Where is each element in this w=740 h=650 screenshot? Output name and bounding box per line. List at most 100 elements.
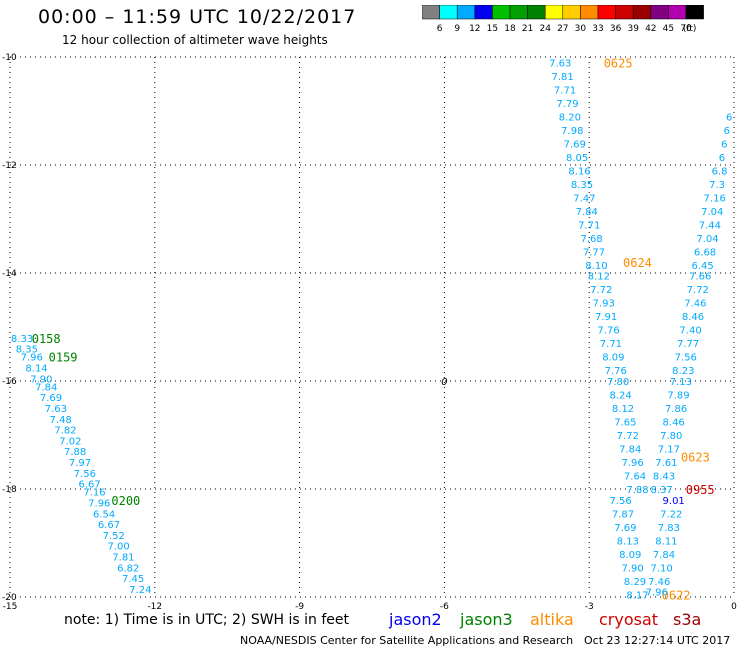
swh-value: 7.24 [129, 585, 151, 596]
swh-value: 8.23 [672, 366, 694, 377]
legend-tick-label: 15 [487, 24, 498, 34]
swh-value: 7.69 [564, 139, 586, 150]
swh-value: 8.14 [25, 364, 47, 375]
swh-value: 8.29 [624, 577, 646, 588]
swh-value: 7.47 [573, 193, 595, 204]
pass-time-label: 0625 [604, 56, 633, 70]
swh-value: 7.44 [699, 220, 721, 231]
legend-cryosat: cryosat [599, 610, 659, 629]
legend-tick-label: 6 [437, 24, 443, 34]
track-altika: 7.967.467.107.848.117.837.228.378.437.61… [646, 112, 733, 598]
swh-value: 6.82 [117, 563, 139, 574]
swh-value: 7.97 [69, 458, 91, 469]
swh-value: 7.69 [40, 393, 62, 404]
swh-value: 7.63 [45, 404, 67, 415]
swh-value: 7.77 [677, 339, 699, 350]
swh-value: 6.67 [79, 480, 101, 491]
x-tick-label: -3 [585, 602, 594, 612]
swh-value: 6.8 [712, 166, 728, 177]
swh-value: 7.48 [50, 415, 72, 426]
swh-value: 7.65 [614, 418, 636, 429]
legend-unit-label: (ft) [683, 24, 697, 34]
swh-value: 7.82 [54, 426, 76, 437]
legend-tick-label: 33 [592, 24, 603, 34]
swh-value: 7.98 [561, 126, 583, 137]
pass-time-label: 0624 [623, 256, 652, 270]
footer-timestamp: Oct 23 12:27:14 UTC 2017 [584, 634, 731, 647]
swh-value: 8.35 [571, 180, 593, 191]
swh-value: 7.69 [614, 523, 636, 534]
x-tick-label: -6 [440, 602, 449, 612]
legend-jason2: jason2 [389, 610, 442, 629]
swh-value: 7.83 [658, 523, 680, 534]
swh-value: 7.61 [655, 458, 677, 469]
swh-value: 7.84 [576, 207, 598, 218]
swh-value: 8.20 [559, 112, 581, 123]
swh-value: 6.68 [694, 247, 716, 258]
swh-value: 7.80 [660, 431, 682, 442]
swh-value: 6.67 [98, 520, 120, 531]
y-tick-label: -18 [2, 485, 17, 495]
swh-value: 7.91 [595, 312, 617, 323]
units-note: note: 1) Time is in UTC; 2) SWH is in fe… [64, 612, 350, 628]
swh-value: 7.86 [665, 404, 687, 415]
swh-value: 8.11 [655, 536, 677, 547]
swh-value: 7.87 [612, 509, 634, 520]
swh-value: 7.80 [607, 377, 629, 388]
legend-s3a: s3a [673, 610, 702, 629]
legend-tick-label: 39 [627, 24, 639, 34]
legend-tick-label: 9 [454, 24, 460, 34]
swh-value: 7.76 [597, 326, 619, 337]
swh-value: 7.90 [622, 563, 644, 574]
track-jason3: 8.338.357.968.147.907.847.697.637.487.82… [11, 332, 152, 596]
swh-value: 7.02 [59, 436, 81, 447]
swh-value: 8.13 [617, 536, 639, 547]
swh-value: 8.10 [585, 261, 607, 272]
legend-tick-label: 24 [539, 24, 551, 34]
swh-value: 7.81 [552, 72, 574, 83]
legend-tick-label: 27 [557, 24, 568, 34]
swh-value: 7.84 [35, 382, 57, 393]
swh-value: 7.89 [667, 391, 689, 402]
footer-source: NOAA/NESDIS Center for Satellite Applica… [240, 634, 574, 647]
legend-tick-label: 45 [663, 24, 674, 34]
swh-value: 7.04 [701, 207, 723, 218]
x-tick-label: -15 [3, 602, 18, 612]
swh-value: 7.00 [107, 542, 129, 553]
swh-value: 8.12 [612, 404, 634, 415]
legend-tick-label: 30 [575, 24, 587, 34]
swh-value: 7.72 [687, 285, 709, 296]
swh-value: 7.76 [605, 366, 627, 377]
swh-value: 7.79 [556, 99, 578, 110]
swh-value: 7.66 [689, 272, 711, 283]
pass-time-label: 0158 [32, 332, 61, 346]
swh-value: 7.88 [64, 447, 86, 458]
swh-value: 6 [726, 112, 732, 123]
swh-value: 7.64 [624, 472, 646, 483]
x-tick-label: -12 [147, 602, 162, 612]
swh-value: 7.22 [660, 509, 682, 520]
swh-value: 8.35 [16, 345, 38, 356]
swh-value: 7.71 [600, 339, 622, 350]
swh-value: 7.96 [622, 458, 644, 469]
swh-value: 8.46 [682, 312, 704, 323]
swh-value: 7.84 [619, 445, 641, 456]
swh-value: 7.16 [83, 488, 105, 499]
swh-value: 8.33 [11, 334, 33, 345]
legend-tick-label: 70 [680, 24, 692, 34]
swh-value: 7.17 [658, 445, 680, 456]
y-tick-label: -12 [2, 161, 17, 171]
swh-value: 9.01 [663, 496, 685, 507]
legend-tick-label: 21 [522, 24, 533, 34]
swh-value: 7.96 [646, 588, 668, 599]
swh-value: 7.71 [578, 220, 600, 231]
y-tick-label: -16 [2, 377, 17, 387]
swh-value: 8.09 [619, 550, 641, 561]
swh-value: 7.72 [617, 431, 639, 442]
swh-value: 6 [721, 139, 727, 150]
y-tick-label: -10 [2, 53, 17, 63]
swh-value: 7.10 [650, 563, 672, 574]
